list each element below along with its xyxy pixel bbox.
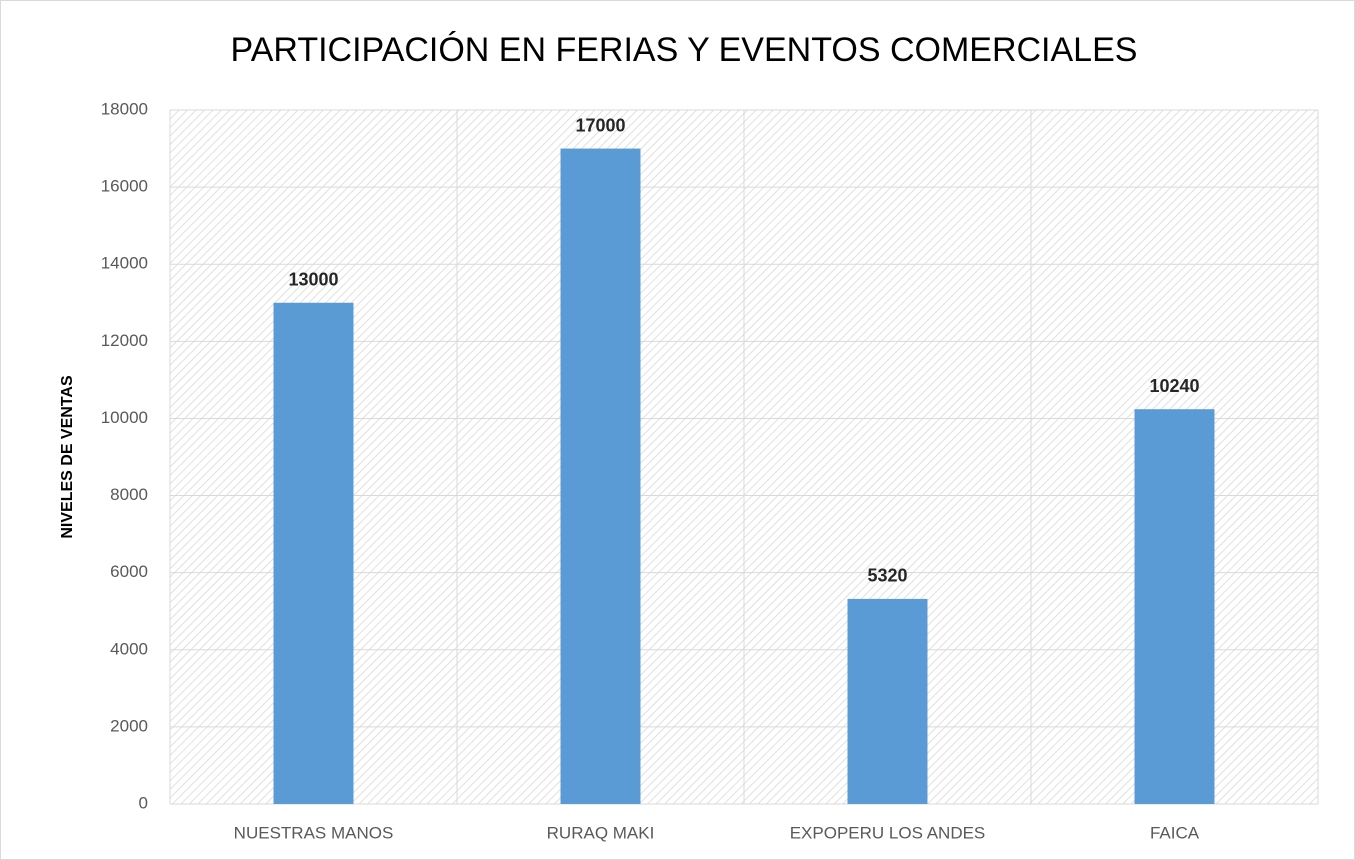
data-label: 17000: [575, 115, 625, 135]
y-axis-label: NIVELES DE VENTAS: [59, 375, 76, 539]
x-tick-label: RURAQ MAKI: [547, 823, 655, 842]
y-tick-label: 6000: [110, 562, 148, 581]
data-label: 10240: [1149, 376, 1199, 396]
y-tick-label: 14000: [101, 254, 148, 273]
bar: [847, 598, 928, 804]
y-tick-label: 0: [139, 793, 148, 812]
data-label: 13000: [288, 270, 338, 290]
bar: [1134, 409, 1215, 804]
data-label: 5320: [867, 566, 907, 586]
bar: [273, 302, 354, 804]
y-tick-label: 10000: [101, 408, 148, 427]
chart-title: PARTICIPACIÓN EN FERIAS Y EVENTOS COMERC…: [231, 31, 1138, 69]
y-tick-label: 4000: [110, 639, 148, 658]
y-tick-label: 8000: [110, 485, 148, 504]
y-tick-label: 16000: [101, 177, 148, 196]
y-tick-label: 2000: [110, 716, 148, 735]
bar: [560, 148, 641, 805]
x-tick-label: NUESTRAS MANOS: [234, 823, 394, 842]
y-tick-label: 18000: [101, 99, 148, 118]
x-tick-label: FAICA: [1150, 823, 1200, 842]
y-tick-label: 12000: [101, 331, 148, 350]
x-tick-label: EXPOPERU LOS ANDES: [790, 823, 986, 842]
